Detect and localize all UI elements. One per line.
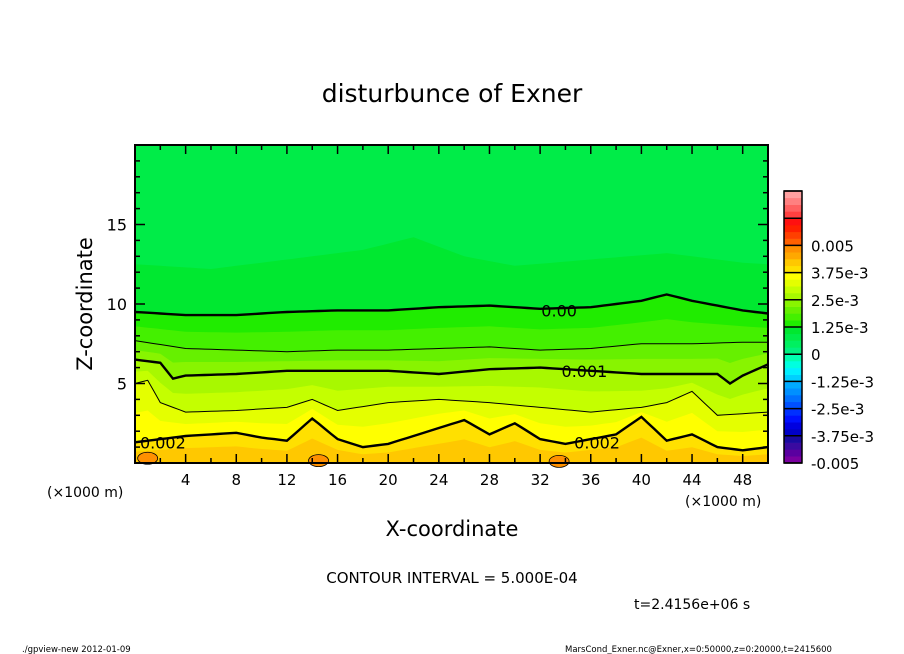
colorbar-tick-label: 0 (811, 346, 821, 364)
colorbar-segment (784, 259, 802, 267)
colorbar-segment (784, 218, 802, 226)
colorbar-tick-label: 0.005 (811, 237, 854, 255)
colorbar-segment (784, 429, 802, 437)
contour-field (135, 145, 768, 468)
colorbar-tick-label: -3.75e-3 (811, 428, 874, 446)
colorbar-segment (784, 395, 802, 403)
colorbar-segment (784, 442, 802, 450)
colorbar-segment (784, 245, 802, 253)
colorbar-segment (784, 333, 802, 341)
colorbar-tick-label: -1.25e-3 (811, 373, 874, 391)
colorbar-segment (784, 225, 802, 233)
footer-left: ./gpview-new 2012-01-09 (22, 645, 131, 654)
y-axis-label: Z-coordinate (73, 237, 97, 371)
colorbar-tick-label: -0.005 (811, 455, 859, 473)
colorbar-segment (784, 415, 802, 423)
x-axis-label: X-coordinate (386, 517, 519, 541)
colorbar-segment (784, 286, 802, 294)
x-tick-label: 48 (733, 471, 752, 489)
chart-title: disturbunce of Exner (322, 79, 583, 108)
y-tick-label: 15 (107, 216, 127, 235)
field-spot (137, 451, 159, 465)
contour-label: 0.00 (541, 301, 577, 320)
colorbar-segment (784, 252, 802, 260)
colorbar-segment (784, 191, 802, 199)
contour-line (134, 358, 769, 385)
colorbar-segment (784, 327, 802, 335)
colorbar-segment (784, 299, 802, 307)
colorbar-tick-label: 2.5e-3 (811, 292, 859, 310)
time-text: t=2.4156e+06 s (634, 597, 750, 613)
contour-line (134, 379, 769, 416)
field-spot (548, 455, 570, 468)
contour-label: 0.002 (140, 433, 186, 452)
colorbar-segment (784, 293, 802, 301)
y-tick-label: 5 (117, 375, 127, 394)
x-tick-label: 8 (232, 471, 242, 489)
colorbar-segment (784, 238, 802, 246)
y-unit-label: (×1000 m) (47, 485, 123, 501)
contour-line (134, 415, 769, 452)
colorbar-segment (784, 354, 802, 362)
colorbar-segment (784, 374, 802, 382)
colorbar-segment (784, 449, 802, 457)
contour-labels: 0.00 0.001 0.002 0.002 (140, 301, 620, 452)
x-tick-label: 32 (531, 471, 550, 489)
colorbar-tick-label: 3.75e-3 (811, 265, 869, 283)
colorbar-segment (784, 279, 802, 287)
contour-line (134, 293, 769, 317)
colorbar-segment (784, 361, 802, 369)
contour-interval-text: CONTOUR INTERVAL = 5.000E-04 (326, 569, 577, 587)
contour-lines (134, 293, 769, 452)
contour-line (134, 340, 768, 353)
x-tick-label: 12 (277, 471, 296, 489)
x-tick-label: 24 (429, 471, 448, 489)
colorbar-segment (784, 388, 802, 396)
x-unit-label: (×1000 m) (685, 494, 761, 510)
x-tick-label: 40 (632, 471, 651, 489)
field-band (135, 145, 768, 269)
x-tick-label: 28 (480, 471, 499, 489)
colorbar-segment (784, 272, 802, 280)
colorbar-frame (783, 190, 803, 464)
colorbar-segment (784, 367, 802, 375)
colorbar-segment (784, 313, 802, 321)
colorbar-segment (784, 320, 802, 328)
colorbar-segment (784, 401, 802, 409)
colorbar-segment (784, 204, 802, 212)
colorbar-segment (784, 265, 802, 273)
colorbar-segment (784, 435, 802, 443)
colorbar-tick-label: 1.25e-3 (811, 319, 869, 337)
colorbar-segment (784, 381, 802, 389)
x-tick-label: 4 (181, 471, 191, 489)
footer-right: MarsCond_Exner.nc@Exner,x=0:50000,z=0:20… (565, 645, 832, 654)
colorbar-segment (784, 408, 802, 416)
colorbar-tick-label: -2.5e-3 (811, 401, 864, 419)
colorbar-segment (784, 340, 802, 348)
contour-label: 0.001 (562, 362, 608, 381)
y-tick-label: 10 (107, 295, 127, 314)
x-tick-label: 36 (581, 471, 600, 489)
colorbar-segment (784, 422, 802, 430)
x-tick-label: 16 (328, 471, 347, 489)
contour-label: 0.002 (574, 433, 620, 452)
x-tick-label: 20 (379, 471, 398, 489)
colorbar-segment (784, 197, 802, 205)
colorbar-segment (784, 306, 802, 314)
colorbar-segment (784, 211, 802, 219)
x-tick-label: 44 (682, 471, 701, 489)
colorbar: -0.005 -3.75e-3 -2.5e-3 -1.25e-3 0 1.25e-3 2.5… (783, 190, 874, 473)
colorbar-segment (784, 231, 802, 239)
colorbar-segment (784, 347, 802, 355)
colorbar-segment (784, 456, 802, 464)
